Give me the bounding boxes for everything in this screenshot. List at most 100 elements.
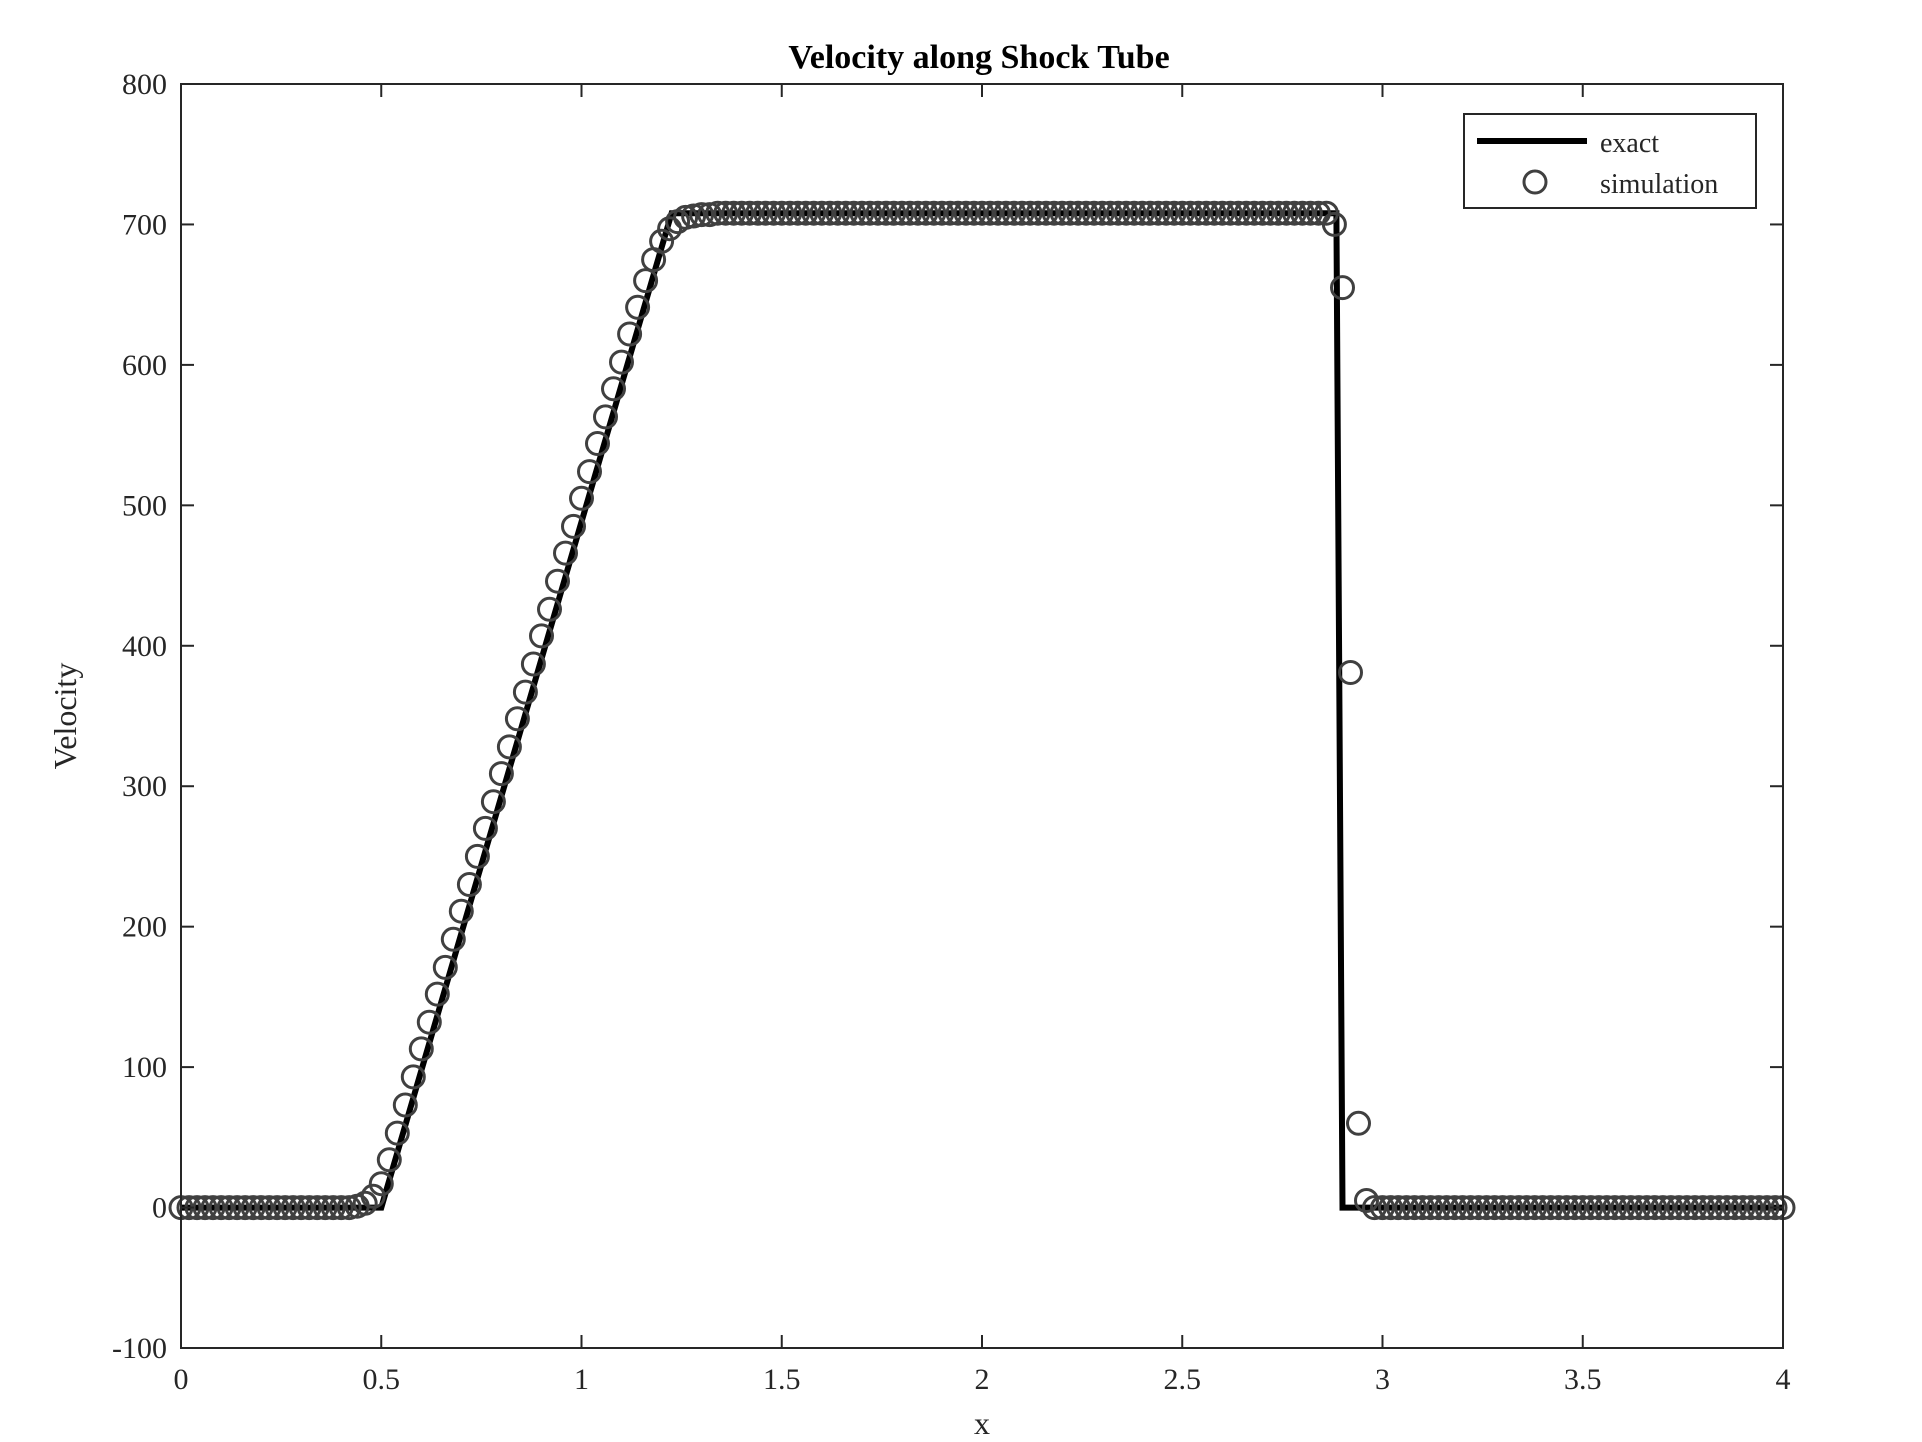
simulation-point [1714,1195,1740,1221]
simulation-point [416,1009,442,1035]
simulation-point [320,1195,346,1221]
simulation-point [368,1171,394,1197]
simulation-point [504,706,530,732]
simulation-point [312,1195,338,1221]
simulation-point [1161,200,1187,226]
ticks-layer: 0 0.5 1 1.5 2 2.5 3 3.5 4-1000100200300400500600… [112,68,1791,1396]
simulation-point [1225,200,1251,226]
simulation-point [993,200,1019,226]
simulation-point [833,200,859,226]
simulation-point [384,1120,410,1146]
simulation-point [1257,200,1283,226]
simulation-point [176,1195,202,1221]
simulation-point [1538,1195,1564,1221]
simulation-point [569,485,594,511]
simulation-point [1474,1195,1500,1221]
simulation-point [1690,1195,1716,1221]
y-tick-label: 300 [122,770,167,803]
simulation-point [801,200,827,226]
simulation-point [288,1195,314,1221]
simulation-point [1466,1195,1492,1221]
simulation-point [1450,1195,1476,1221]
simulation-point [1193,200,1219,226]
simulation-point [432,954,458,980]
simulation-point [1209,200,1235,226]
simulation-point [713,200,739,226]
simulation-point [1338,660,1363,685]
simulation-point [593,404,618,430]
simulation-point [1490,1195,1516,1221]
simulation-point [785,200,811,226]
simulation-point [400,1064,426,1090]
simulation-point [360,1183,386,1209]
simulation-point [240,1195,266,1221]
simulation-point [841,200,867,226]
simulation-point [1281,200,1307,226]
simulation-point [585,431,610,456]
x-tick-label: 3 [1375,1363,1390,1396]
simulation-point [953,200,979,226]
simulation-point [1049,200,1075,226]
simulation-point [1674,1195,1700,1221]
simulation-point [224,1195,250,1221]
simulation-point [1594,1195,1620,1221]
simulation-point [689,202,715,228]
simulation-point [208,1195,234,1221]
simulation-point [1698,1195,1724,1221]
simulation-point [464,843,490,869]
simulation-point [1434,1195,1460,1221]
simulation-point [1522,1195,1548,1221]
x-tick-label: 1 [574,1363,589,1396]
simulation-point [1145,200,1171,226]
simulation-point [376,1147,402,1173]
simulation-point [561,513,586,539]
simulation-point [545,568,570,594]
simulation-point [1113,200,1139,226]
x-tick-label: 4 [1776,1363,1791,1396]
simulation-point [1009,200,1035,226]
simulation-point [705,200,731,226]
simulation-point [753,200,779,226]
simulation-point [1169,200,1195,226]
simulation-point [777,200,803,226]
simulation-point [1321,211,1347,237]
y-axis-label: Velocity [47,663,83,770]
simulation-point [296,1195,322,1221]
simulation-point [1554,1195,1580,1221]
simulation-point [1201,200,1227,226]
simulation-point [232,1195,258,1221]
simulation-point [809,200,835,226]
simulation-point [1586,1195,1612,1221]
simulation-point [1546,1195,1572,1221]
simulation-point [793,200,819,226]
simulation-point [761,200,787,226]
simulation-point [745,200,771,226]
simulation-point [977,200,1003,226]
simulation-point [1610,1195,1636,1221]
simulation-point [1378,1195,1403,1221]
simulation-point [1682,1195,1708,1221]
y-tick-label: 600 [122,349,167,382]
simulation-point [1530,1195,1556,1221]
simulation-point [1730,1195,1756,1221]
simulation-point [440,926,466,952]
simulation-point [1498,1195,1524,1221]
simulation-point [1562,1195,1588,1221]
simulation-point [448,898,474,924]
simulation-point [1105,200,1131,226]
simulation-point [985,200,1011,226]
simulation-point [248,1195,274,1221]
simulation-point [1570,1195,1596,1221]
simulation-point [889,200,915,226]
simulation-point [1458,1195,1484,1221]
simulation-point [1129,200,1155,226]
simulation-point [1426,1195,1452,1221]
simulation-point [408,1036,434,1062]
simulation-point [1394,1195,1419,1221]
simulation-point [1722,1195,1748,1221]
simulation-point [905,200,931,226]
simulation-point [1289,200,1315,226]
simulation-point [256,1195,282,1221]
simulation-point [913,200,939,226]
simulation-point [1330,275,1355,301]
